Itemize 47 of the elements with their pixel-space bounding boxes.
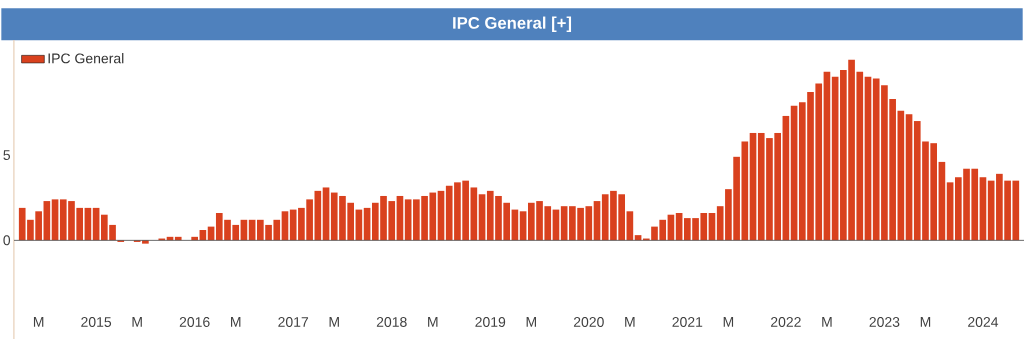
bar xyxy=(51,199,59,241)
x-tick-label: 2024 xyxy=(968,317,999,327)
bar xyxy=(905,114,913,241)
x-tick-label: M xyxy=(625,317,635,327)
x-tick-label: M xyxy=(33,317,44,327)
x-tick-label: 2015 xyxy=(81,317,112,327)
bar xyxy=(782,115,790,241)
bar xyxy=(938,161,946,241)
x-tick-label: 2022 xyxy=(771,317,801,327)
x-tick-label: M xyxy=(231,317,241,327)
x-tick-label: 2018 xyxy=(376,317,407,327)
x-tick-label: M xyxy=(822,317,832,327)
bar xyxy=(470,187,478,241)
x-tick-label: 2021 xyxy=(672,317,703,327)
x-tick-label: M xyxy=(920,317,931,327)
bar xyxy=(979,177,987,241)
y-tick-label: 5 xyxy=(3,150,11,160)
x-tick-label: M xyxy=(132,317,142,327)
x-tick-label: 2020 xyxy=(573,317,604,327)
bar xyxy=(322,187,330,241)
chart-title: IPC General [+] xyxy=(453,16,572,33)
bar xyxy=(864,76,872,241)
bar xyxy=(897,110,905,241)
bar xyxy=(404,199,412,241)
bar xyxy=(593,201,601,241)
x-tick-label: M xyxy=(329,317,339,327)
bar xyxy=(626,211,634,241)
bar xyxy=(191,236,198,241)
x-tick-label: M xyxy=(526,317,536,327)
bar xyxy=(478,194,486,241)
bar xyxy=(519,211,527,241)
bar xyxy=(174,236,182,241)
bar xyxy=(946,182,954,241)
x-tick-label: M xyxy=(428,317,438,327)
y-tick-label: 0 xyxy=(3,235,11,246)
bar xyxy=(831,76,839,241)
bar xyxy=(749,132,757,241)
bar xyxy=(823,71,831,241)
bar xyxy=(790,105,798,241)
legend-label: IPC General xyxy=(48,53,124,64)
x-tick-label: M xyxy=(723,317,734,327)
x-tick-label: 2019 xyxy=(475,317,506,327)
bar xyxy=(43,201,51,241)
x-tick-label: 2017 xyxy=(278,317,309,327)
bar xyxy=(281,211,289,241)
x-tick-label: 2016 xyxy=(179,317,210,327)
x-tick-label: 2023 xyxy=(869,317,900,327)
